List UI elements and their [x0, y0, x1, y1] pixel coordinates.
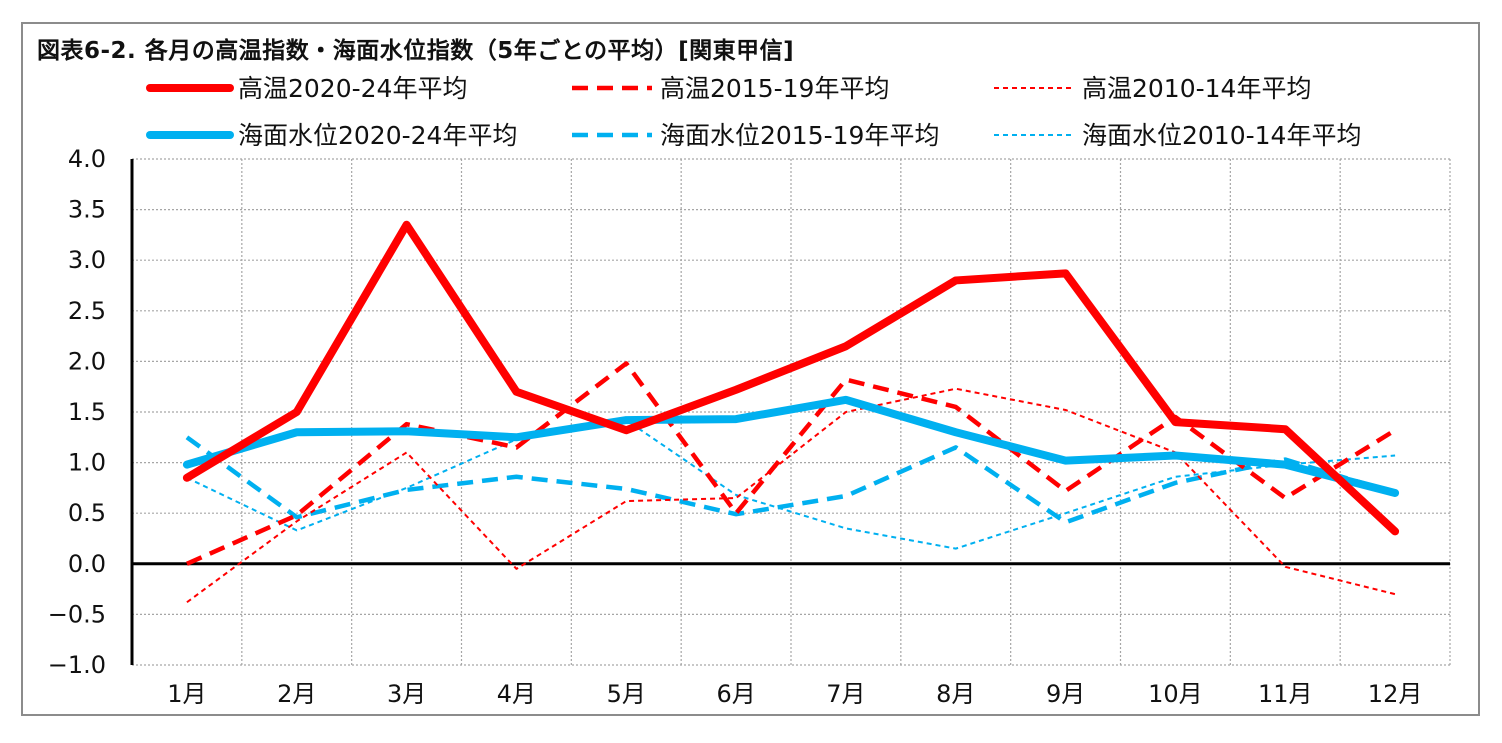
- y-tick-label: 0.0: [68, 550, 106, 578]
- y-tick-label: 3.5: [68, 196, 106, 224]
- series-line-0: [182, 220, 1400, 536]
- y-tick-label: −0.5: [48, 600, 106, 628]
- y-tick-label: −1.0: [48, 651, 106, 679]
- series-line-2: [186, 387, 1396, 604]
- y-tick-label: 4.0: [68, 145, 106, 173]
- x-tick-label: 7月: [826, 680, 865, 708]
- chart-frame: [21, 22, 1480, 716]
- x-tick-label: 9月: [1046, 680, 1085, 708]
- x-tick-label: 10月: [1148, 680, 1203, 708]
- x-tick-label: 5月: [607, 680, 646, 708]
- y-tick-label: 3.0: [68, 246, 106, 274]
- series-line-1: [186, 361, 1397, 566]
- axis-layer: 4.0 3.5 3.0 2.5 2.0 1.5 1.0 0.5 0.0 −0.5 −1.0 1月 2月 3…: [48, 145, 1450, 708]
- x-tick-label: 11月: [1258, 680, 1313, 708]
- legend-label: 海面水位2020-24年平均: [238, 121, 517, 150]
- x-tick-label: 6月: [716, 680, 755, 708]
- x-tick-label: 3月: [387, 680, 426, 708]
- x-tick-label: 1月: [167, 680, 206, 708]
- legend-label: 高温2015-19年平均: [660, 74, 889, 103]
- y-tick-label: 1.5: [68, 398, 106, 426]
- x-tick-label: 4月: [497, 680, 536, 708]
- legend-label: 高温2020-24年平均: [238, 74, 467, 103]
- x-tick-label: 12月: [1368, 680, 1423, 708]
- legend-label: 高温2010-14年平均: [1082, 74, 1311, 103]
- x-tick-label: 2月: [277, 680, 316, 708]
- series-layer: [182, 220, 1400, 604]
- legend-label: 海面水位2015-19年平均: [660, 121, 939, 150]
- series-line-4: [185, 435, 1396, 525]
- legend-label: 海面水位2010-14年平均: [1082, 121, 1361, 150]
- y-tick-label: 0.5: [68, 499, 106, 527]
- y-tick-label: 2.5: [68, 297, 106, 325]
- legend: 高温2020-24年平均 高温2015-19年平均 高温2010-14年平均海面水位…: [146, 74, 1361, 150]
- x-tick-label: 8月: [936, 680, 975, 708]
- y-tick-label: 2.0: [68, 347, 106, 375]
- chart-title: 図表6-2. 各月の高温指数・海面水位指数（5年ごとの平均）[関東甲信]: [37, 38, 795, 64]
- series-line-3: [182, 395, 1400, 497]
- y-tick-label: 1.0: [68, 449, 106, 477]
